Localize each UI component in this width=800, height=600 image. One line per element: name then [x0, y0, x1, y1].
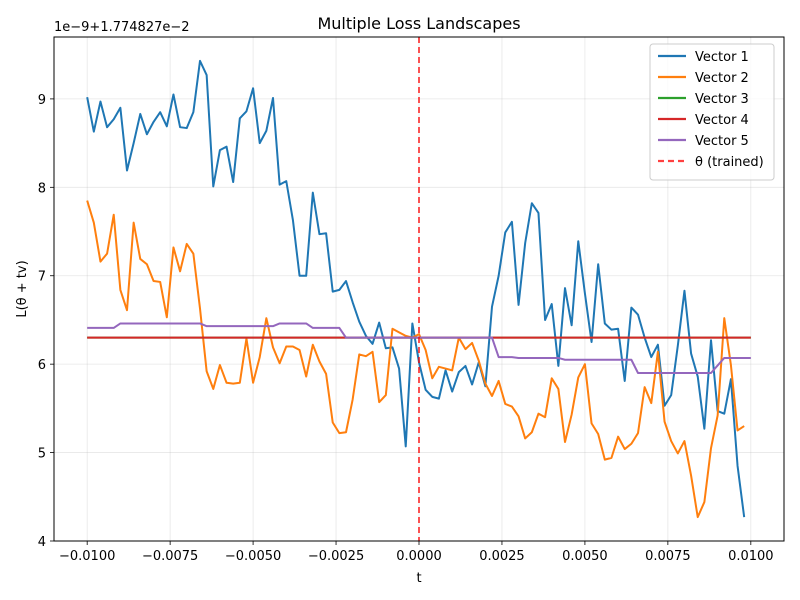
legend-label: Vector 2: [695, 71, 749, 86]
x-tick-label: 0.0000: [396, 549, 442, 564]
legend-label: θ (trained): [695, 155, 764, 170]
y-tick-label: 5: [38, 447, 46, 462]
x-tick-label: −0.0025: [308, 549, 364, 564]
legend-label: Vector 4: [695, 113, 749, 128]
x-axis-label: t: [416, 571, 421, 586]
legend-label: Vector 1: [695, 50, 749, 65]
tick-marks: −0.0100 −0.0075 −0.0050 −0.0025 0.0000 0.0025…: [38, 93, 774, 564]
y-tick-label: 6: [38, 358, 46, 373]
x-tick-label: 0.0075: [645, 549, 691, 564]
x-tick-label: 0.0100: [728, 549, 774, 564]
legend-label: Vector 3: [695, 92, 749, 107]
x-tick-label: −0.0100: [59, 549, 115, 564]
y-tick-label: 9: [38, 93, 46, 108]
y-axis-label: L(θ + tv): [15, 260, 30, 317]
legend-label: Vector 5: [695, 134, 749, 149]
y-offset-text: 1e−9+1.774827e−2: [54, 20, 190, 35]
x-tick-label: −0.0050: [225, 549, 281, 564]
series-line-vector-1: [86, 59, 746, 518]
x-tick-label: 0.0025: [479, 549, 525, 564]
y-tick-label: 4: [38, 535, 46, 550]
chart-title: Multiple Loss Landscapes: [317, 14, 520, 33]
y-tick-label: 7: [38, 270, 46, 285]
x-tick-label: 0.0050: [562, 549, 608, 564]
x-tick-label: −0.0075: [142, 549, 198, 564]
series-line-vector-2: [86, 200, 745, 519]
y-tick-label: 8: [38, 181, 46, 196]
legend: Vector 1 Vector 2 Vector 3 Vector 4 Vector 5…: [649, 43, 775, 181]
